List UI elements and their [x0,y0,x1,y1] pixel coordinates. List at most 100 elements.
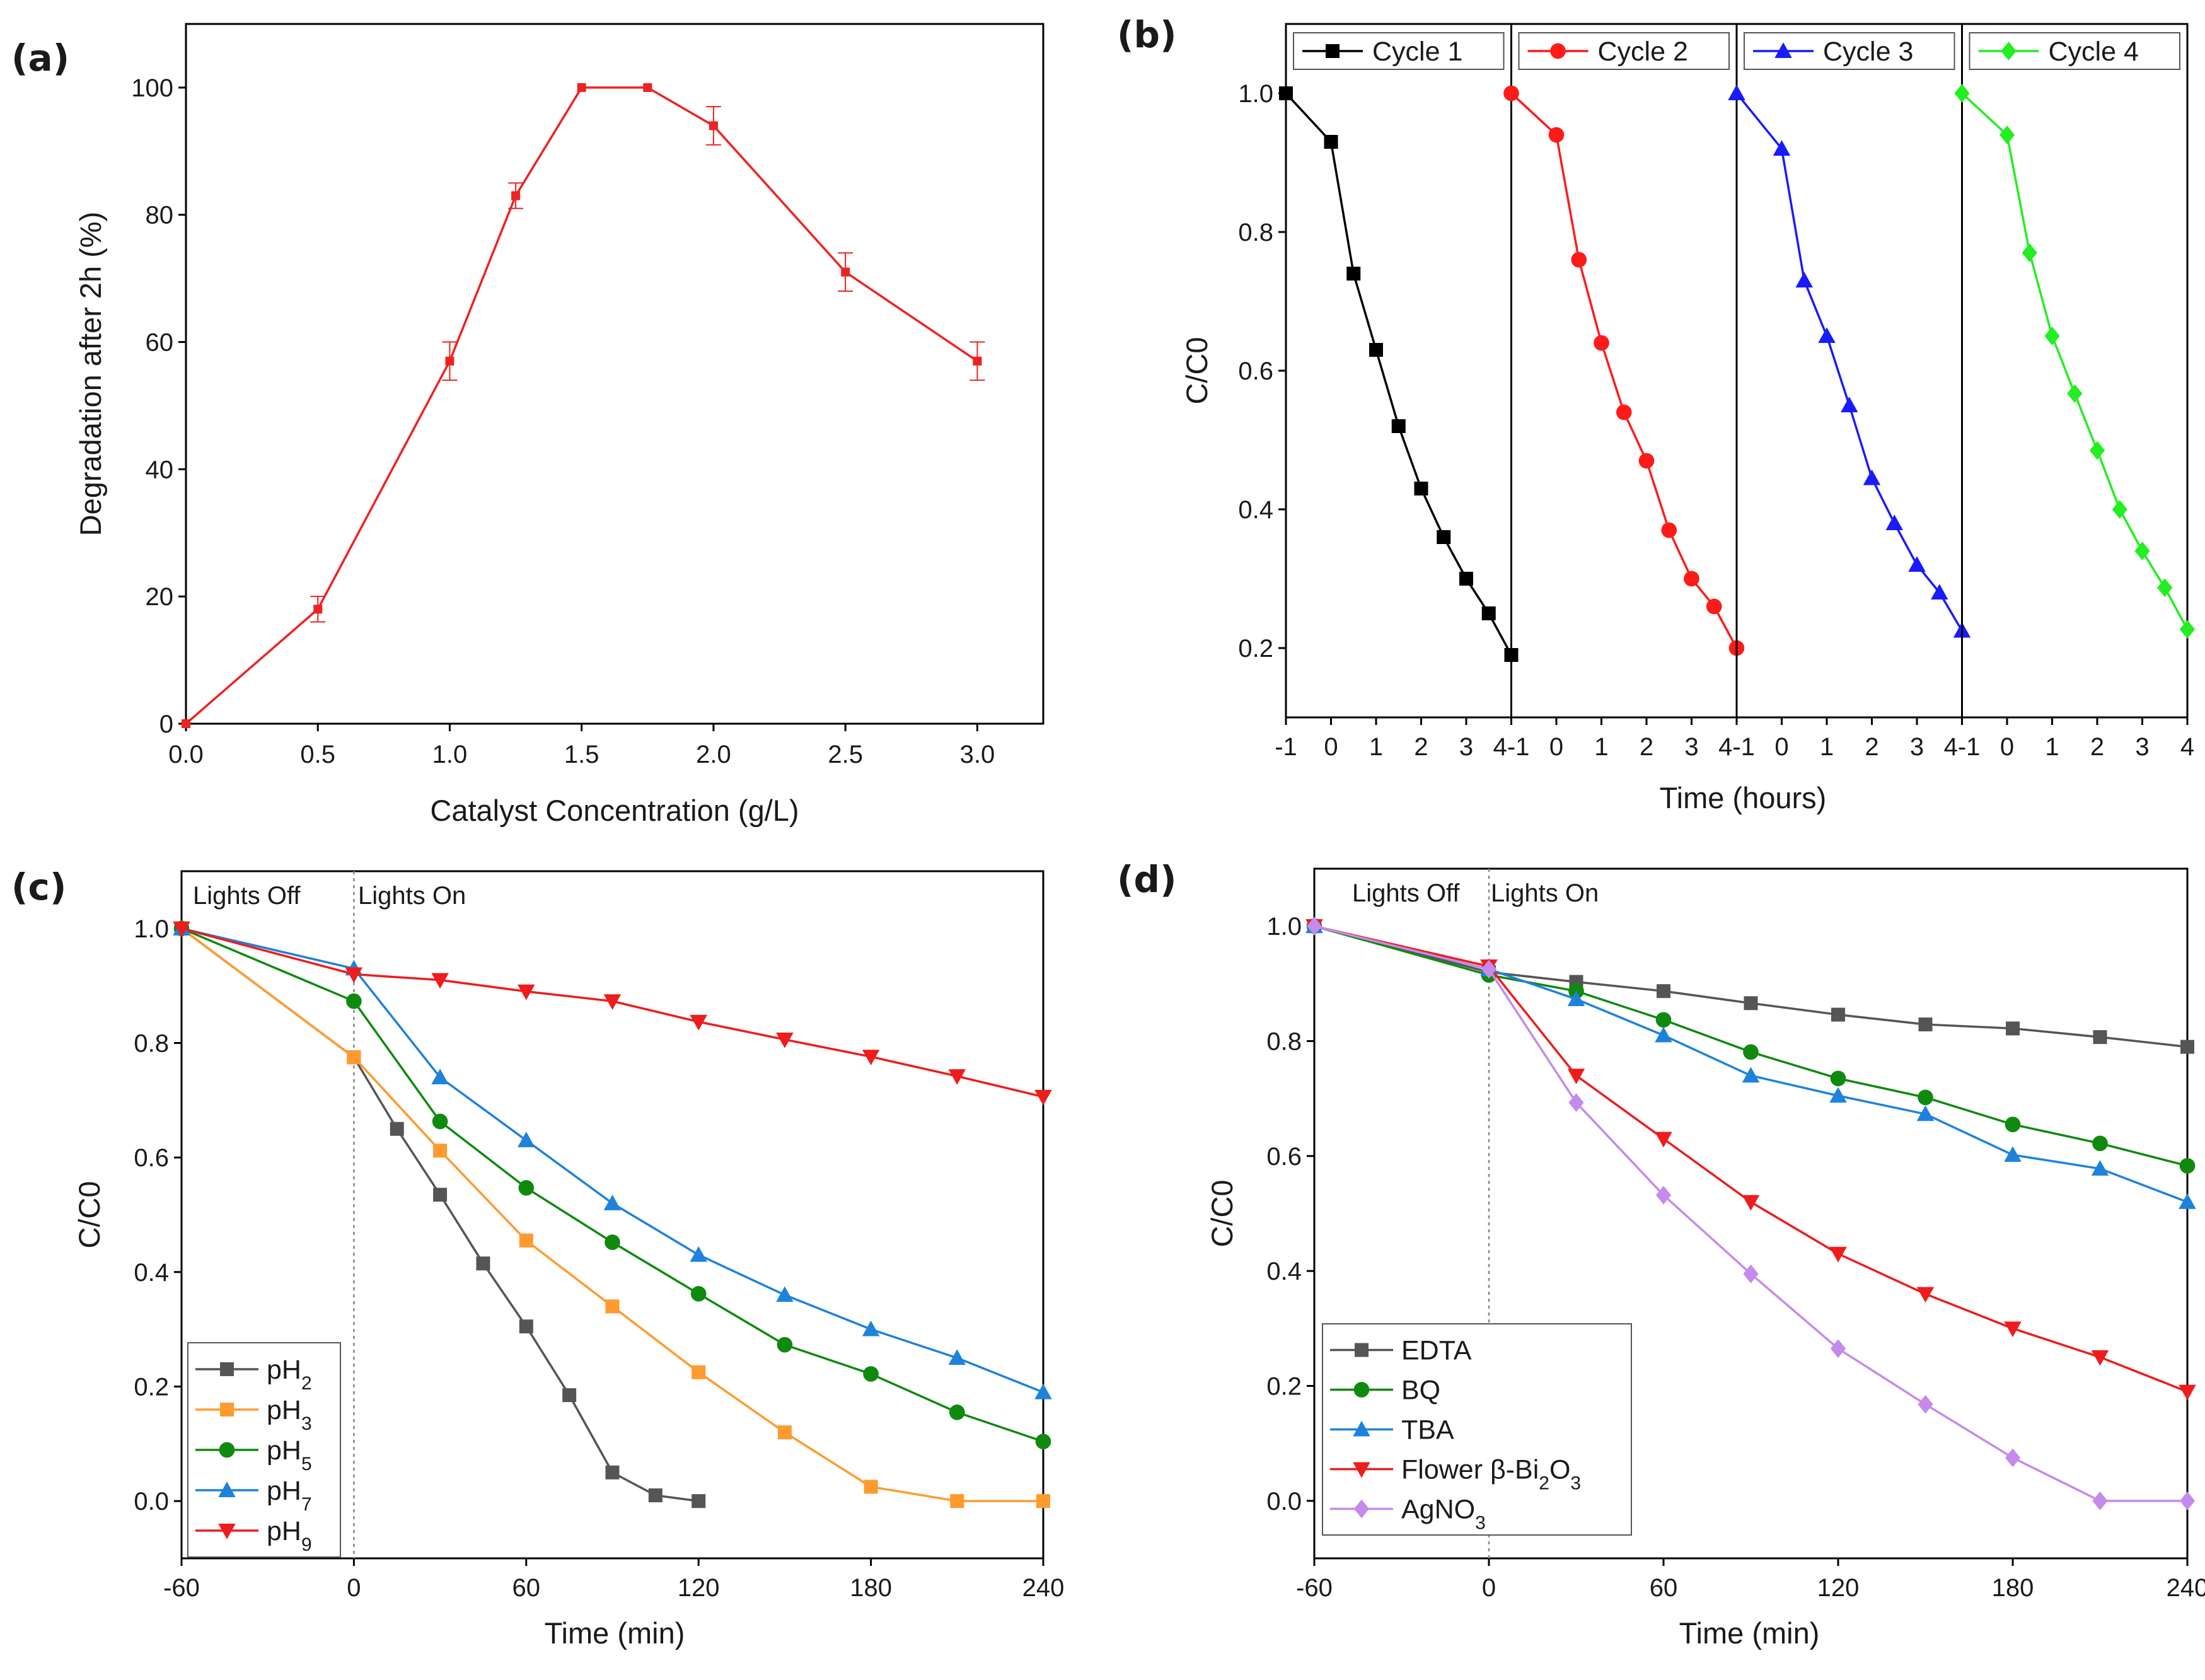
data-point [2179,1384,2196,1401]
annotation-lights-off: Lights Off [1352,879,1460,907]
data-point [173,921,190,937]
data-point [2134,542,2150,560]
data-point [2179,620,2196,639]
legend-label: AgNO3 [1401,1495,1486,1534]
data-point [345,967,363,983]
x-tick-label: 60 [512,1574,541,1602]
data-point [709,121,718,130]
x-tick-label: 1.0 [432,741,468,768]
data-point [863,1366,879,1382]
data-point [1616,404,1632,420]
x-tick-label: 3.0 [960,741,995,768]
data-point [431,973,449,989]
series-line [1961,92,2189,630]
x-tick-label: 3 [1684,733,1698,761]
data-point [1744,996,1758,1011]
data-point [2112,500,2127,519]
data-point [519,1233,533,1248]
data-point [948,1349,966,1365]
legend-label: pH7 [267,1476,312,1515]
x-tick-label: 120 [678,1574,720,1602]
x-axis-label: Time (min) [1679,1616,1820,1650]
data-point [1655,1132,1672,1148]
legend-label: Cycle 1 [1372,37,1462,67]
x-tick-label: 0.0 [168,741,204,768]
data-point [1655,1012,1672,1028]
data-point [690,1246,707,1262]
x-tick-label: 0.5 [300,741,335,768]
data-point [577,83,586,92]
legend-marker [218,1481,236,1497]
y-tick-label: 20 [146,583,174,611]
x-tick-label: 0 [2000,733,2014,761]
legend-label: pH5 [267,1435,312,1474]
data-point [692,1365,706,1379]
chart-panel-a: 0.0 0.5 1.0 1.5 2.0 2.5 3.0 0 20 40 60 80 100 Degrada… [74,23,1045,827]
data-point [1841,397,1858,412]
x-tick-label: 3 [1910,733,1924,761]
data-point [1885,514,1903,530]
series-line [181,927,1044,1394]
series-line [1314,925,2188,1048]
data-point [1795,272,1813,287]
x-tick-label: 1 [1820,733,1834,761]
data-point [431,1069,449,1084]
y-tick-label: 0.4 [1238,496,1273,524]
data-point [1503,85,1519,101]
data-point [605,1299,620,1314]
data-point [973,356,982,366]
x-tick-label: 4-1 [1718,733,1755,761]
y-axis-label: C/C0 [72,1181,106,1248]
legend-label: Cycle 4 [2049,37,2139,67]
data-point [2022,243,2037,262]
x-tick-label: 240 [1022,1574,1065,1602]
x-tick-label: 0 [1549,733,1563,761]
data-point [2179,1158,2196,1174]
data-point [390,1121,404,1136]
data-point [948,1069,966,1085]
y-tick-label: 100 [131,74,173,102]
data-point [1773,140,1791,156]
x-tick-label: 0 [1774,733,1788,761]
data-point [433,1144,448,1158]
data-point [1818,327,1836,343]
y-tick-label: 0.8 [1266,1028,1302,1056]
data-point [777,1336,793,1353]
plot-frame [1313,867,2189,1560]
data-point [2092,1491,2108,1510]
y-tick-label: 0.6 [1238,357,1273,385]
panel-label-b: (b) [1117,13,1177,56]
data-point [1829,1087,1847,1103]
data-point [1916,1287,1935,1303]
data-point [518,1132,535,1147]
chart-panel-c: -60 0 60 120 180 240 0.0 0.2 0.4 0.6 0.8 1.0 C/C0 Tim… [72,870,1065,1650]
legend-marker [220,1403,234,1416]
data-point [445,356,454,366]
data-point [862,1050,880,1066]
data-point [1706,598,1722,615]
x-tick-label: 4-1 [1944,733,1981,761]
panel-label-d: (d) [1117,858,1177,901]
y-tick-label: 0.2 [1238,635,1273,663]
legend-marker [1353,1462,1370,1478]
y-tick-label: 0.8 [1238,219,1273,246]
y-tick-label: 0.2 [134,1374,169,1401]
data-point [1908,556,1926,572]
data-point [1742,1067,1760,1083]
data-point [1916,1105,1935,1121]
data-point [1279,86,1293,100]
y-tick-label: 1.0 [1266,913,1302,941]
legend-marker [1550,43,1566,59]
data-point [690,1014,707,1031]
data-point [1437,530,1451,544]
plot-frame [185,23,1045,725]
data-point [862,1320,880,1336]
data-point [1918,1394,1933,1414]
annotation-lights-on: Lights On [358,882,466,910]
annotation-lights-off: Lights Off [193,882,301,910]
data-point [1568,1093,1584,1112]
data-point [2004,1146,2022,1162]
data-point [1034,1383,1052,1399]
legend-marker [1353,1499,1370,1519]
